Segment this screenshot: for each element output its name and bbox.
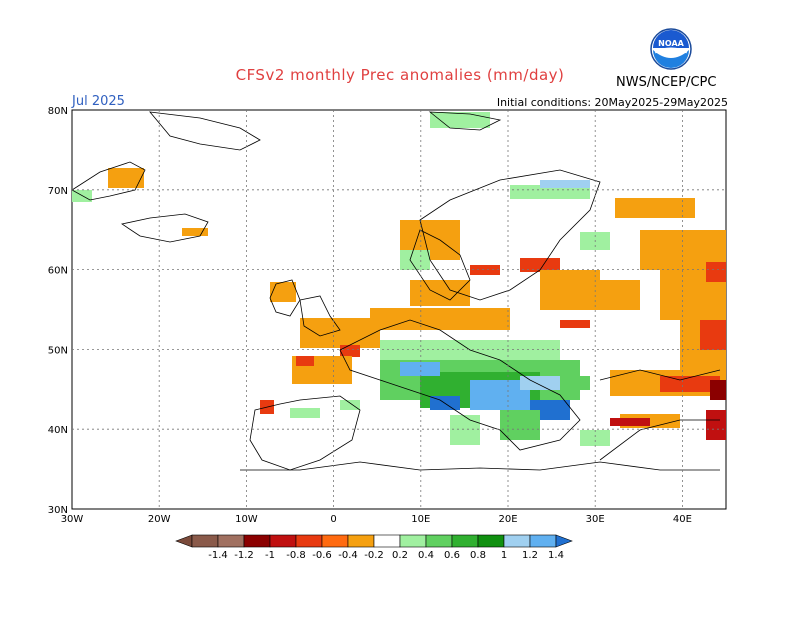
colorbar-swatch: [243, 534, 271, 548]
colorbar: [175, 534, 573, 548]
colorbar-swatch: [191, 534, 219, 548]
agency-label: NWS/NCEP/CPC: [616, 75, 717, 90]
colorbar-labels: -1.4 -1.2 -1 -0.8 -0.6 -0.4 -0.2 0.2 0.4 0.6 0.8 1 1…: [208, 550, 564, 561]
lon-tick-label: 10E: [411, 514, 430, 525]
colorbar-swatch: [321, 534, 349, 548]
colorbar-label: -1: [265, 550, 275, 561]
colorbar-label: 0.8: [470, 550, 486, 561]
colorbar-label: -0.6: [312, 550, 332, 561]
lat-tick-labels: 30N 40N 50N 60N 70N 80N: [48, 106, 68, 516]
colorbar-swatch: [425, 534, 453, 548]
colorbar-swatch: [477, 534, 505, 548]
lon-tick-label: 10W: [235, 514, 258, 525]
colorbar-swatch: [503, 534, 531, 548]
colorbar-label: -0.8: [286, 550, 306, 561]
colorbar-label: -0.4: [338, 550, 358, 561]
lon-tick-label: 20W: [148, 514, 171, 525]
lat-tick-label: 50N: [48, 345, 68, 356]
noaa-logo: NOAA: [650, 28, 692, 70]
colorbar-label: 0.6: [444, 550, 460, 561]
map-title: CFSv2 monthly Prec anomalies (mm/day): [235, 66, 565, 84]
colorbar-label: 0.4: [418, 550, 434, 561]
lat-tick-label: 30N: [48, 505, 68, 516]
initial-conditions-label: Initial conditions: 20May2025-29May2025: [496, 96, 728, 109]
colorbar-label: -1.4: [208, 550, 228, 561]
lat-tick-label: 40N: [48, 425, 68, 436]
valid-month-label: Jul 2025: [72, 94, 125, 109]
colorbar-arrow-right: [555, 534, 573, 548]
colorbar-swatch: [451, 534, 479, 548]
colorbar-swatch: [399, 534, 427, 548]
colorbar-label: -1.2: [234, 550, 254, 561]
colorbar-label: 1: [501, 550, 507, 561]
colorbar-swatch: [373, 534, 401, 548]
colorbar-swatch: [269, 534, 297, 548]
colorbar-swatch: [529, 534, 557, 548]
lat-tick-label: 70N: [48, 186, 68, 197]
graticule: [72, 110, 726, 509]
lon-tick-labels: 30W 20W 10W 0 10E 20E 30E 40E: [61, 514, 692, 525]
lon-tick-label: 20E: [498, 514, 517, 525]
lon-tick-label: 40E: [673, 514, 692, 525]
colorbar-label: -0.2: [364, 550, 384, 561]
lon-tick-label: 30W: [61, 514, 84, 525]
colorbar-label: 0.2: [392, 550, 408, 561]
coastlines: [71, 111, 721, 471]
colorbar-swatch: [217, 534, 245, 548]
lat-tick-label: 60N: [48, 266, 68, 277]
colorbar-label: 1.2: [522, 550, 538, 561]
logo-text: NOAA: [658, 39, 684, 48]
lon-tick-label: 0: [330, 514, 336, 525]
colorbar-swatch: [295, 534, 323, 548]
lat-tick-label: 80N: [48, 106, 68, 117]
colorbar-label: 1.4: [548, 550, 564, 561]
anomaly-shading: [72, 112, 726, 446]
colorbar-swatch: [347, 534, 375, 548]
lon-tick-label: 30E: [586, 514, 605, 525]
colorbar-arrow-left: [175, 534, 193, 548]
